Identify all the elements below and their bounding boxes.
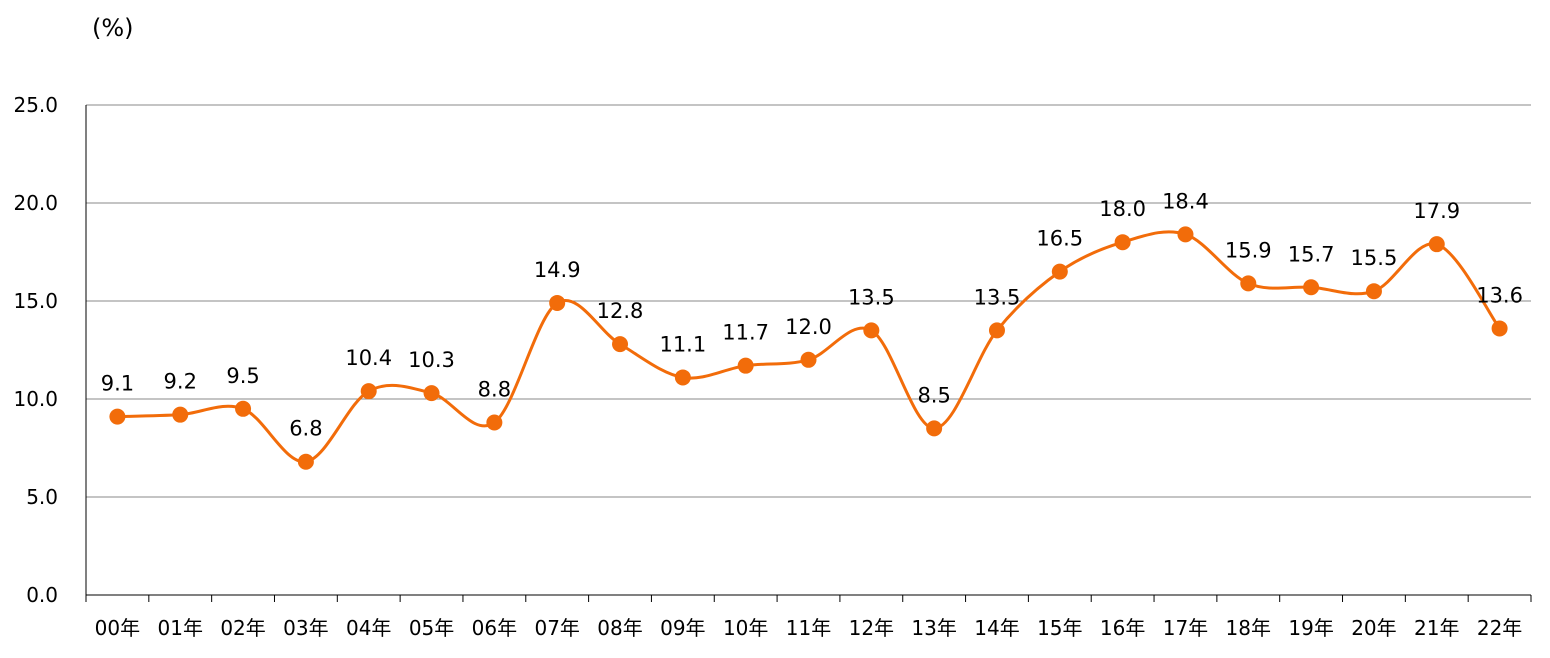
x-tick-label: 21年 [1414, 616, 1459, 640]
data-point [1177, 226, 1194, 243]
x-tick-label: 08年 [597, 616, 642, 640]
data-point [988, 322, 1005, 339]
data-point [1428, 236, 1445, 253]
x-tick-label: 20年 [1351, 616, 1396, 640]
data-point [1051, 263, 1068, 280]
data-point [863, 322, 880, 339]
data-point [172, 406, 189, 423]
data-point [612, 336, 629, 353]
data-point [109, 408, 126, 425]
y-tick-label: 25.0 [13, 93, 58, 117]
data-label: 10.3 [408, 348, 455, 372]
data-label: 13.5 [848, 285, 895, 309]
x-tick-label: 03年 [283, 616, 328, 640]
data-label: 9.2 [164, 370, 197, 394]
data-label: 9.1 [101, 372, 134, 396]
data-point [926, 420, 943, 437]
data-label: 8.5 [917, 383, 950, 407]
data-label: 15.7 [1288, 242, 1335, 266]
data-label: 6.8 [289, 417, 322, 441]
x-tick-label: 11年 [786, 616, 831, 640]
data-label: 15.5 [1351, 246, 1398, 270]
y-tick-label: 10.0 [13, 387, 58, 411]
x-tick-label: 17年 [1163, 616, 1208, 640]
data-label: 17.9 [1413, 199, 1460, 223]
data-label: 14.9 [534, 258, 581, 282]
data-point [549, 294, 566, 311]
x-tick-label: 19年 [1288, 616, 1333, 640]
x-tick-label: 18年 [1226, 616, 1271, 640]
data-label: 12.0 [785, 315, 832, 339]
data-label: 9.5 [226, 364, 259, 388]
y-tick-label: 0.0 [26, 583, 58, 607]
data-point [486, 414, 503, 431]
x-tick-label: 15年 [1037, 616, 1082, 640]
x-tick-label: 00年 [95, 616, 140, 640]
x-tick-label: 09年 [660, 616, 705, 640]
x-tick-label: 22年 [1477, 616, 1522, 640]
data-label: 15.9 [1225, 238, 1272, 262]
y-tick-label: 20.0 [13, 191, 58, 215]
data-point [674, 369, 691, 386]
x-tick-label: 12年 [849, 616, 894, 640]
data-label: 11.1 [659, 332, 706, 356]
data-label: 13.5 [974, 285, 1021, 309]
x-tick-label: 13年 [911, 616, 956, 640]
data-label: 13.6 [1476, 283, 1523, 307]
x-tick-label: 01年 [158, 616, 203, 640]
y-axis-unit-label: (%) [92, 14, 134, 42]
x-tick-label: 16年 [1100, 616, 1145, 640]
data-point [1365, 283, 1382, 300]
data-point [423, 385, 440, 402]
data-point [297, 453, 314, 470]
data-point [235, 400, 252, 417]
data-point [360, 383, 377, 400]
data-point [1303, 279, 1320, 296]
x-tick-label: 07年 [534, 616, 579, 640]
data-point [1240, 275, 1257, 292]
data-point [737, 357, 754, 374]
data-label: 16.5 [1036, 227, 1083, 251]
y-tick-label: 15.0 [13, 289, 58, 313]
y-tick-label: 5.0 [26, 485, 58, 509]
x-tick-label: 05年 [409, 616, 454, 640]
series-line [117, 230, 1501, 464]
x-tick-label: 04年 [346, 616, 391, 640]
x-tick-label: 10年 [723, 616, 768, 640]
data-label: 12.8 [597, 299, 644, 323]
data-label: 8.8 [478, 378, 511, 402]
data-label: 10.4 [345, 346, 392, 370]
x-tick-label: 02年 [220, 616, 265, 640]
data-label: 11.7 [722, 321, 769, 345]
data-label: 18.0 [1099, 197, 1146, 221]
data-label: 18.4 [1162, 189, 1209, 213]
data-point [1491, 320, 1508, 337]
data-point [800, 351, 817, 368]
x-tick-label: 14年 [974, 616, 1019, 640]
data-point [1114, 234, 1131, 251]
x-tick-label: 06年 [472, 616, 517, 640]
